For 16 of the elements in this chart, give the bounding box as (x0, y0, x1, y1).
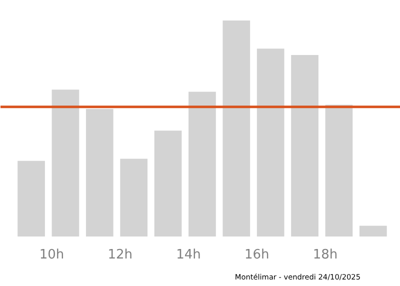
x-tick-label: 16h (244, 248, 270, 262)
x-tick-label: 14h (176, 248, 201, 262)
bar (325, 104, 353, 236)
bar (18, 160, 45, 236)
x-tick-label: 10h (39, 248, 64, 262)
bar (222, 20, 250, 236)
bar (359, 226, 387, 236)
bar (291, 55, 318, 236)
bar (86, 109, 114, 236)
bar (154, 130, 182, 236)
bar (120, 158, 148, 236)
bar (256, 48, 284, 236)
bar (188, 92, 216, 236)
x-tick-label: 18h (312, 248, 338, 262)
bar (52, 90, 80, 236)
x-tick-label: 12h (108, 248, 133, 262)
